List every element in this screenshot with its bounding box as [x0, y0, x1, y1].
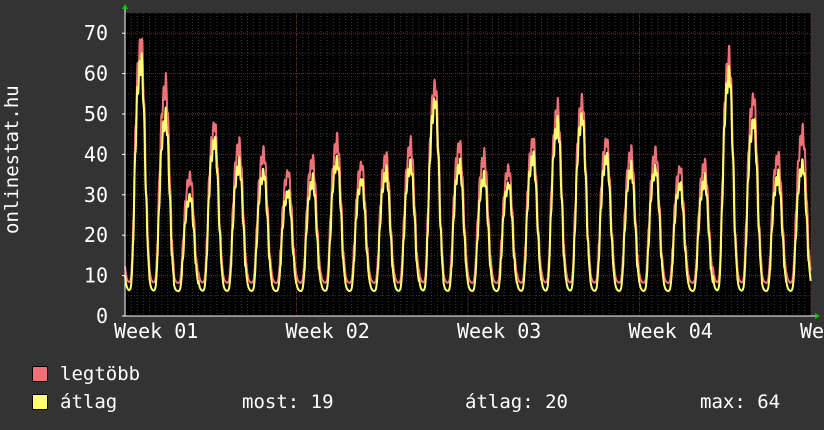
y-tick-label: 70: [84, 21, 108, 45]
y-tick-label: 10: [84, 264, 108, 288]
stat-atlag-label: átlag:: [465, 391, 534, 413]
y-tick-label: 50: [84, 102, 108, 126]
legend-swatch-atlag: [32, 394, 48, 410]
y-tick-label: 60: [84, 62, 108, 86]
series-lines: [124, 37, 812, 293]
y-tick-label: 40: [84, 142, 108, 166]
stat-max: max: 64: [700, 391, 780, 413]
stat-atlag-value: 20: [545, 391, 568, 413]
stat-atlag: átlag: 20: [465, 391, 568, 413]
stat-max-label: max:: [700, 391, 746, 413]
y-tick-label: 30: [84, 183, 108, 207]
x-tick-label: Week 02: [286, 319, 370, 343]
y-tick-labels: 0 10 20 30 40 50 60 70: [84, 21, 108, 328]
legend-item-atlag: átlag: [32, 390, 117, 414]
axes: [122, 4, 820, 319]
y-tick-label: 0: [96, 304, 108, 328]
y-axis-label: onlinestat.hu: [1, 85, 23, 235]
stat-most: most: 19: [242, 391, 334, 413]
stat-most-value: 19: [310, 391, 334, 413]
y-tick-label: 20: [84, 223, 108, 247]
x-tick-label: Week 03: [457, 319, 541, 343]
x-axis-arrow-icon: [815, 313, 820, 319]
legend-label-atlag: átlag: [60, 391, 118, 413]
series-line-atlag: [124, 52, 812, 293]
x-tick-label: Week 01: [114, 319, 198, 343]
x-tick-label: Week 05: [800, 319, 824, 343]
legend-item-legtobb: legtöbb: [32, 362, 140, 386]
legend-swatch-legtobb: [32, 366, 48, 382]
legend-label-legtobb: legtöbb: [60, 363, 141, 385]
x-tick-labels: Week 01 Week 02 Week 03 Week 04 Week 05: [114, 319, 824, 343]
stat-most-label: most:: [242, 391, 300, 413]
y-axis-arrow-icon: [122, 4, 128, 9]
stat-max-value: 64: [757, 391, 781, 413]
x-tick-label: Week 04: [629, 319, 713, 343]
